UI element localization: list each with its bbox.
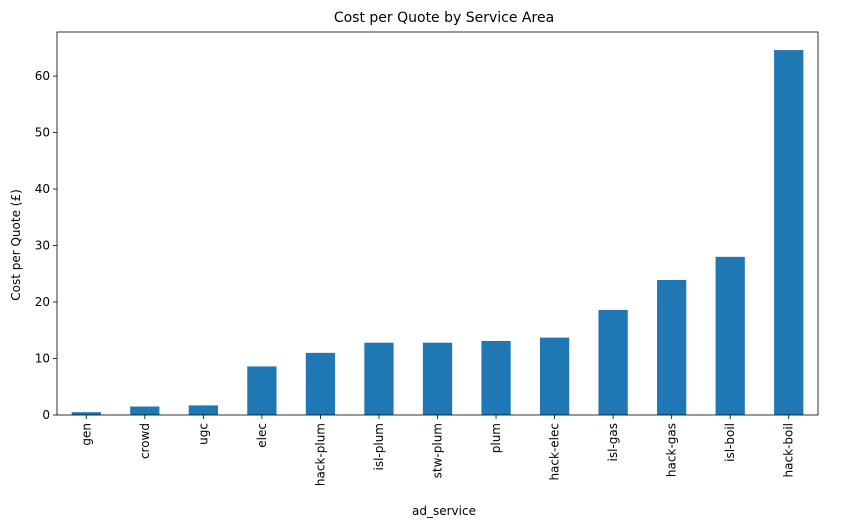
bar-stw-plum	[422, 342, 453, 415]
plot-frame	[56, 31, 819, 416]
y-tick-label: 40	[35, 182, 50, 196]
x-tick-label: hack-plum	[313, 423, 327, 486]
bar-ugc	[188, 405, 218, 415]
x-tick-label: plum	[489, 423, 503, 453]
bar-hack-gas	[657, 279, 687, 415]
x-tick-label: stw-plum	[431, 423, 445, 478]
bar-isl-plum	[364, 342, 394, 415]
x-tick-label: crowd	[138, 423, 152, 459]
bar-hack-elec	[539, 337, 570, 415]
x-tick-label: gen	[79, 423, 93, 446]
y-tick-label: 10	[35, 352, 50, 366]
x-tick-label: hack-elec	[548, 423, 562, 481]
bar-isl-gas	[598, 309, 628, 415]
bar-hack-boil	[774, 50, 804, 416]
chart-title: Cost per Quote by Service Area	[334, 10, 554, 26]
x-axis-title: ad_service	[412, 504, 476, 518]
y-tick-label: 60	[35, 69, 50, 83]
x-tick-label: elec	[255, 423, 269, 448]
y-axis-ticks: 0 10 20 30 40 50 60	[35, 69, 57, 422]
x-tick-label: hack-boil	[782, 423, 796, 477]
y-axis-title: Cost per Quote (£)	[9, 189, 23, 301]
bar-elec	[247, 366, 277, 415]
y-tick-label: 30	[35, 239, 50, 253]
x-axis-ticks: gen crowd ugc elec hack-plum isl-plum stw-plum…	[79, 415, 796, 486]
y-tick-label: 50	[35, 126, 50, 140]
bar-gen	[71, 412, 101, 415]
bars-group	[71, 50, 804, 416]
bar-hack-plum	[305, 352, 336, 415]
x-tick-label: isl-plum	[372, 423, 386, 471]
x-tick-label: hack-gas	[665, 423, 679, 477]
x-tick-label: isl-gas	[606, 423, 620, 461]
bar-plum	[481, 340, 511, 415]
x-tick-label: isl-boil	[723, 423, 737, 462]
bar-isl-boil	[715, 256, 745, 415]
x-tick-label: ugc	[196, 423, 210, 445]
y-tick-label: 0	[42, 408, 50, 422]
y-tick-label: 20	[35, 295, 50, 309]
bar-crowd	[130, 406, 160, 415]
